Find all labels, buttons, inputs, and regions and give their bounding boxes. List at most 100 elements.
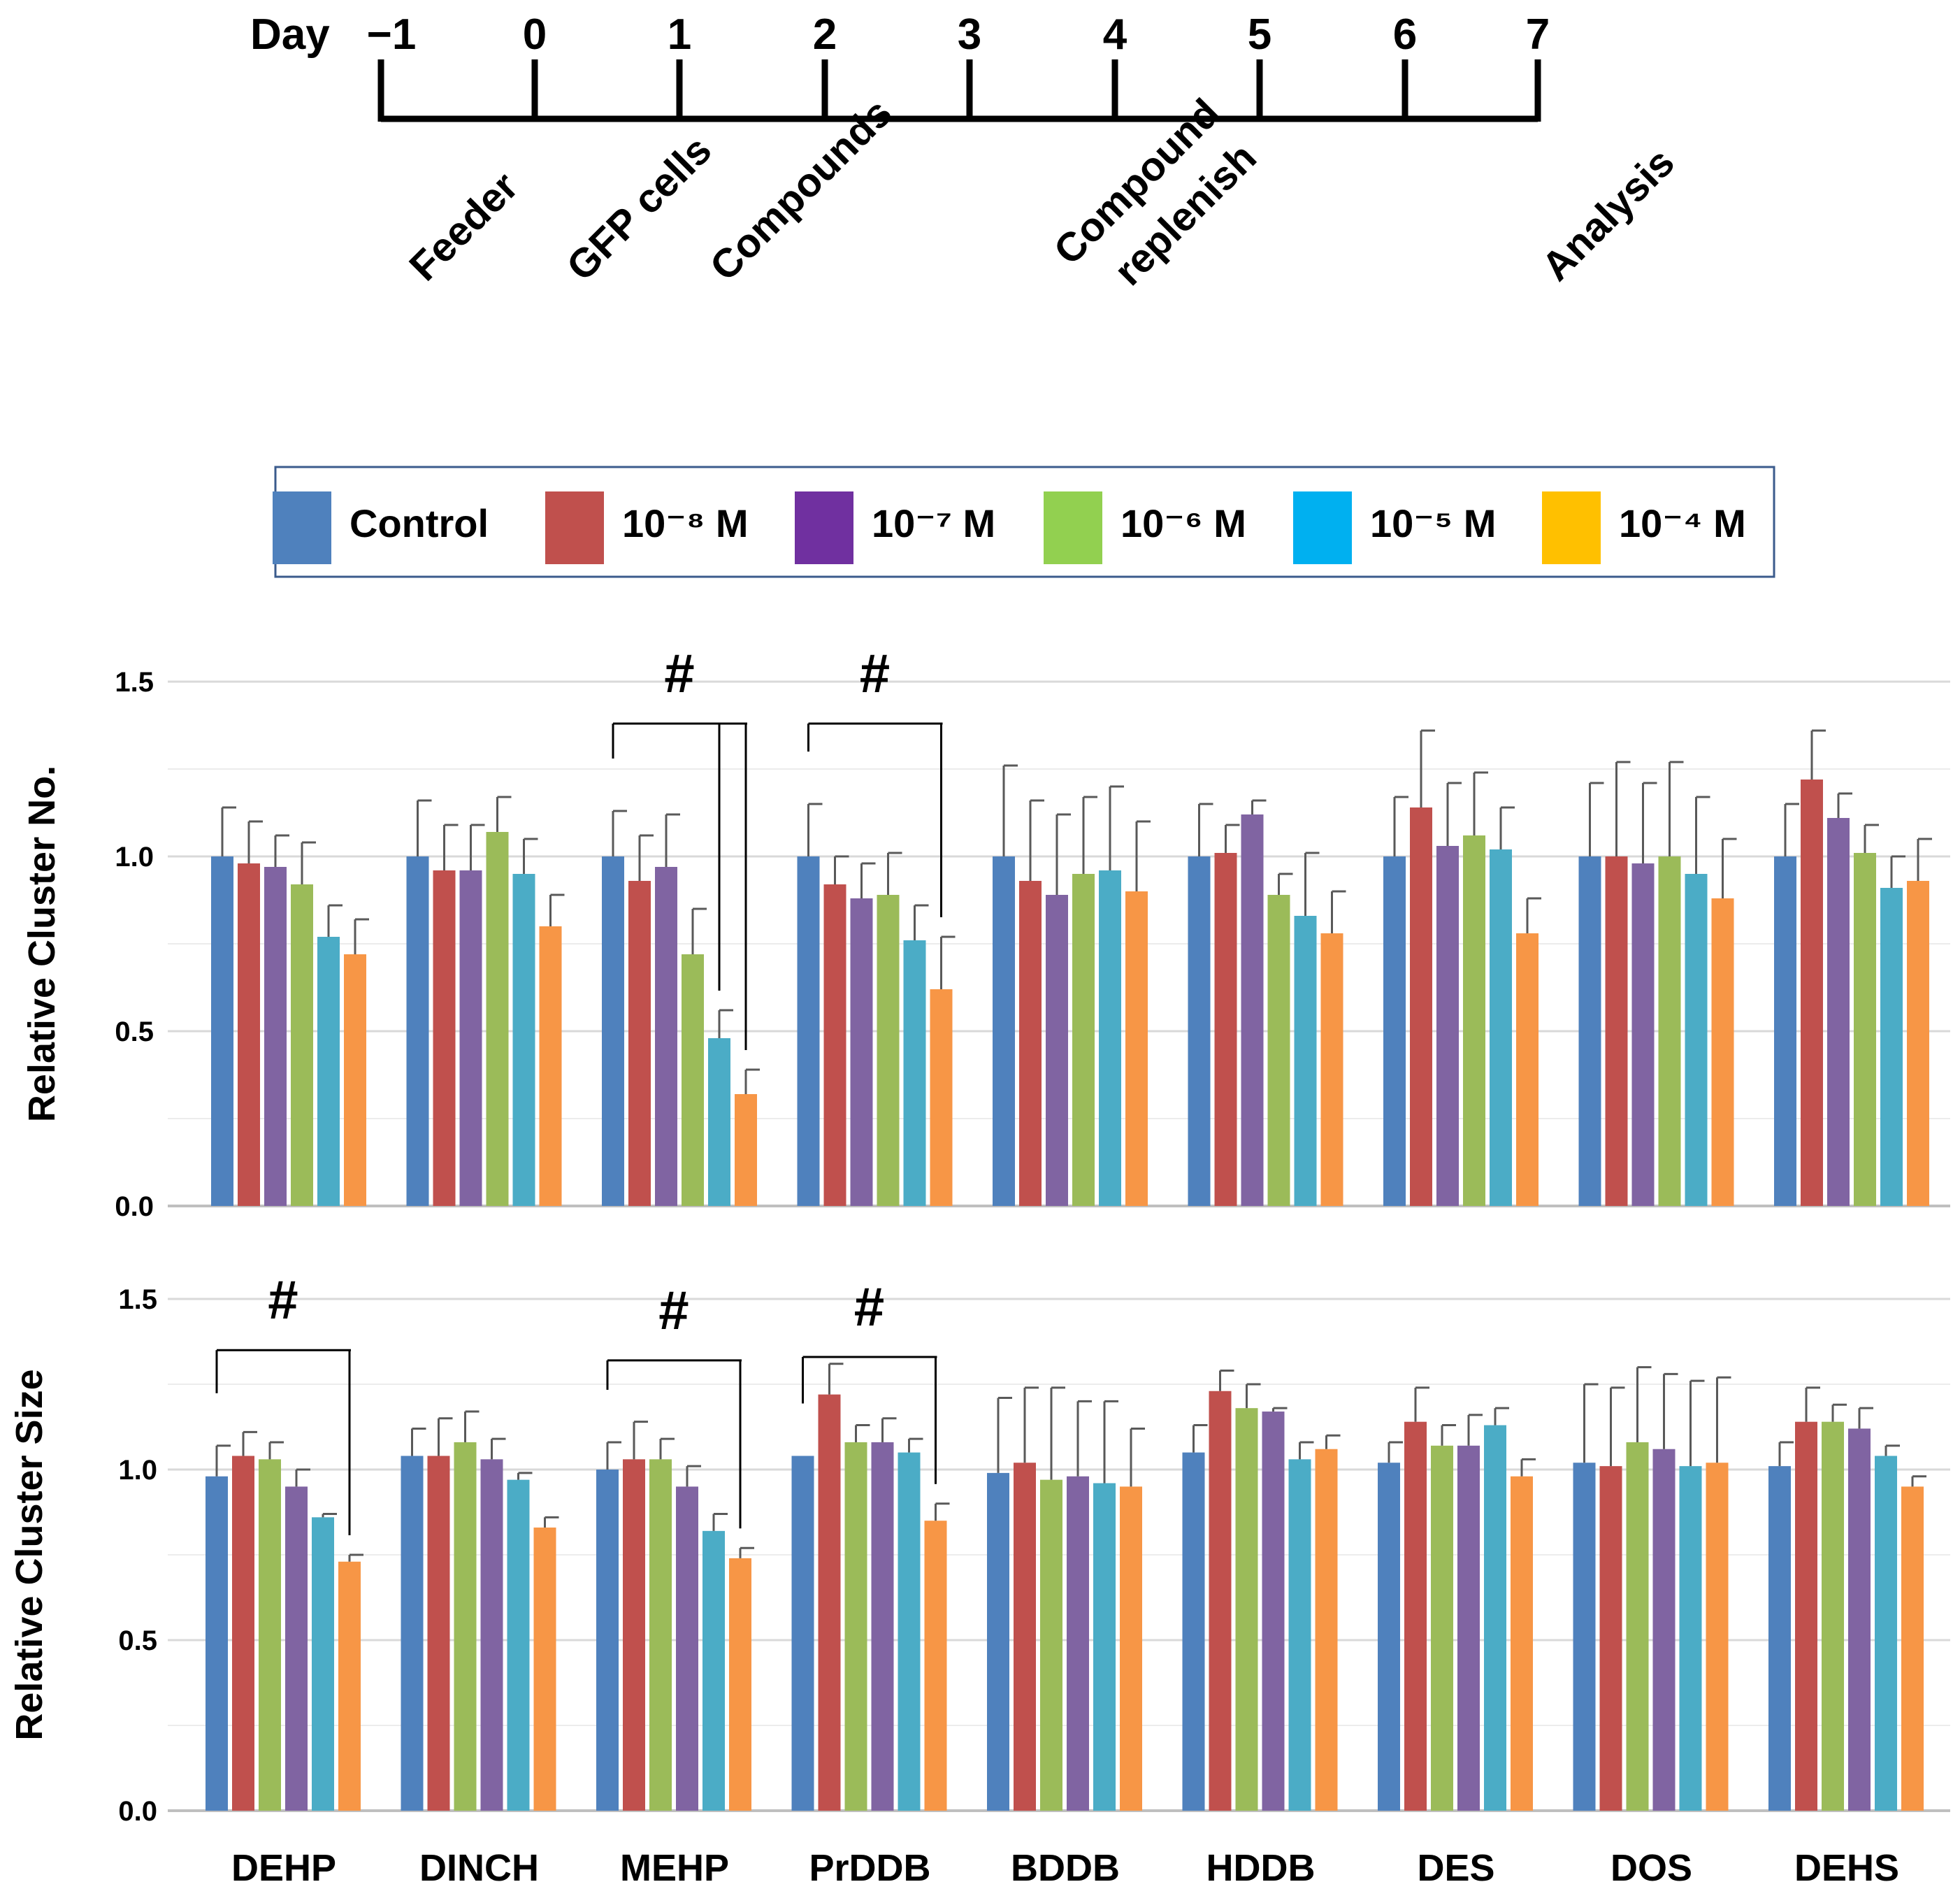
bar	[291, 884, 313, 1206]
bar	[206, 1476, 228, 1811]
bar	[1320, 933, 1343, 1206]
x-category-label: BDDB	[1011, 1847, 1120, 1889]
timeline-day-number: 2	[813, 10, 837, 59]
bar	[708, 1038, 730, 1206]
significance-mark: #	[268, 1269, 298, 1330]
bar	[1484, 1425, 1506, 1811]
bar	[1120, 1486, 1142, 1811]
bar	[818, 1394, 841, 1811]
bar	[1880, 888, 1903, 1206]
bar	[1516, 933, 1539, 1206]
timeline-day-label: Day	[250, 10, 330, 59]
y-tick-label: 0.5	[118, 1625, 157, 1656]
x-category-label: MEHP	[620, 1847, 729, 1889]
bar	[924, 1521, 947, 1811]
bar	[1235, 1408, 1258, 1811]
bar	[823, 884, 846, 1206]
bar	[898, 1452, 921, 1811]
bar	[1014, 1463, 1036, 1811]
bar	[1827, 818, 1850, 1206]
bar	[401, 1456, 424, 1811]
bar	[1378, 1463, 1400, 1811]
bar	[850, 898, 873, 1206]
bar	[1599, 1466, 1622, 1811]
bar	[791, 1456, 814, 1811]
bar	[1578, 856, 1601, 1206]
legend-swatch	[273, 491, 331, 564]
y-axis-label: Relative Cluster No.	[21, 766, 63, 1122]
bar	[1019, 881, 1042, 1206]
bar	[1315, 1449, 1338, 1811]
timeline-day-number: 5	[1248, 10, 1271, 59]
legend: Control 10⁻⁸ M 10⁻⁷ M 10⁻⁶ M 10⁻⁵ M 10⁻⁴ M	[273, 466, 1775, 578]
legend-swatch	[1293, 491, 1352, 564]
timeline-event-label: Feeder	[401, 164, 526, 289]
bar	[1182, 1452, 1205, 1811]
bar	[539, 926, 562, 1206]
bar	[1099, 870, 1121, 1206]
bar	[238, 863, 260, 1206]
bar	[264, 867, 287, 1206]
timeline-event: Analysis	[1533, 140, 1683, 290]
significance-mark: #	[664, 642, 694, 704]
bar	[338, 1561, 361, 1811]
timeline-event: Feeder	[401, 164, 526, 289]
bar	[406, 856, 429, 1206]
bar	[655, 867, 677, 1206]
bar	[486, 832, 509, 1206]
legend-swatch	[1044, 491, 1102, 564]
legend-swatch	[545, 491, 604, 564]
x-category-label: DEHP	[231, 1847, 336, 1889]
y-tick-label: 1.0	[118, 1455, 157, 1486]
cluster-number-chart: 0.0 0.5 1.0 1.5 Relative Cluster No. # #	[21, 642, 1950, 1222]
legend-label: 10⁻⁴ M	[1619, 501, 1746, 545]
timeline-day-number: 6	[1393, 10, 1417, 59]
bar	[1907, 881, 1929, 1206]
bar	[1658, 856, 1681, 1206]
bar	[1072, 874, 1095, 1206]
bar	[1706, 1463, 1729, 1811]
bar	[454, 1442, 477, 1811]
timeline-day-number: −1	[367, 10, 417, 59]
bar	[1711, 898, 1734, 1206]
y-axis-label: Relative Cluster Size	[8, 1369, 50, 1740]
y-tick-label: 1.5	[118, 1284, 157, 1315]
bar	[1848, 1428, 1871, 1811]
bar	[1795, 1421, 1817, 1811]
bar	[1768, 1466, 1791, 1811]
bar	[1214, 853, 1237, 1206]
legend-label: Control	[350, 501, 489, 545]
bar	[1573, 1463, 1596, 1811]
bar	[1093, 1483, 1116, 1811]
bar	[1209, 1391, 1232, 1811]
significance-mark: #	[658, 1279, 689, 1341]
y-tick-label: 0.0	[118, 1796, 157, 1827]
bar	[871, 1442, 894, 1811]
bar	[1685, 874, 1708, 1206]
bar	[602, 856, 624, 1206]
bar	[1067, 1476, 1089, 1811]
bar	[1626, 1442, 1649, 1811]
y-tick-label: 1.5	[115, 667, 154, 698]
bar	[930, 989, 953, 1206]
timeline-day-number: 1	[668, 10, 691, 59]
bar	[285, 1486, 308, 1811]
bar	[1605, 856, 1628, 1206]
bar	[1188, 856, 1211, 1206]
y-axis-label-group: Relative Cluster No.	[21, 766, 63, 1122]
cluster-size-chart: 0.0 0.5 1.0 1.5 Relative Cluster Size DEHP DIN…	[8, 1269, 1950, 1889]
bar	[312, 1517, 334, 1811]
x-category-label: DES	[1417, 1847, 1494, 1889]
legend-swatch	[795, 491, 853, 564]
bar	[1854, 853, 1876, 1206]
bar	[259, 1459, 281, 1811]
x-category-label: DINCH	[419, 1847, 539, 1889]
bar	[1679, 1466, 1702, 1811]
bar	[1241, 814, 1264, 1206]
bar	[1490, 849, 1512, 1206]
significance-mark: #	[860, 642, 890, 704]
bar	[1463, 835, 1485, 1206]
significance-mark: #	[854, 1276, 884, 1337]
bar	[903, 940, 926, 1206]
